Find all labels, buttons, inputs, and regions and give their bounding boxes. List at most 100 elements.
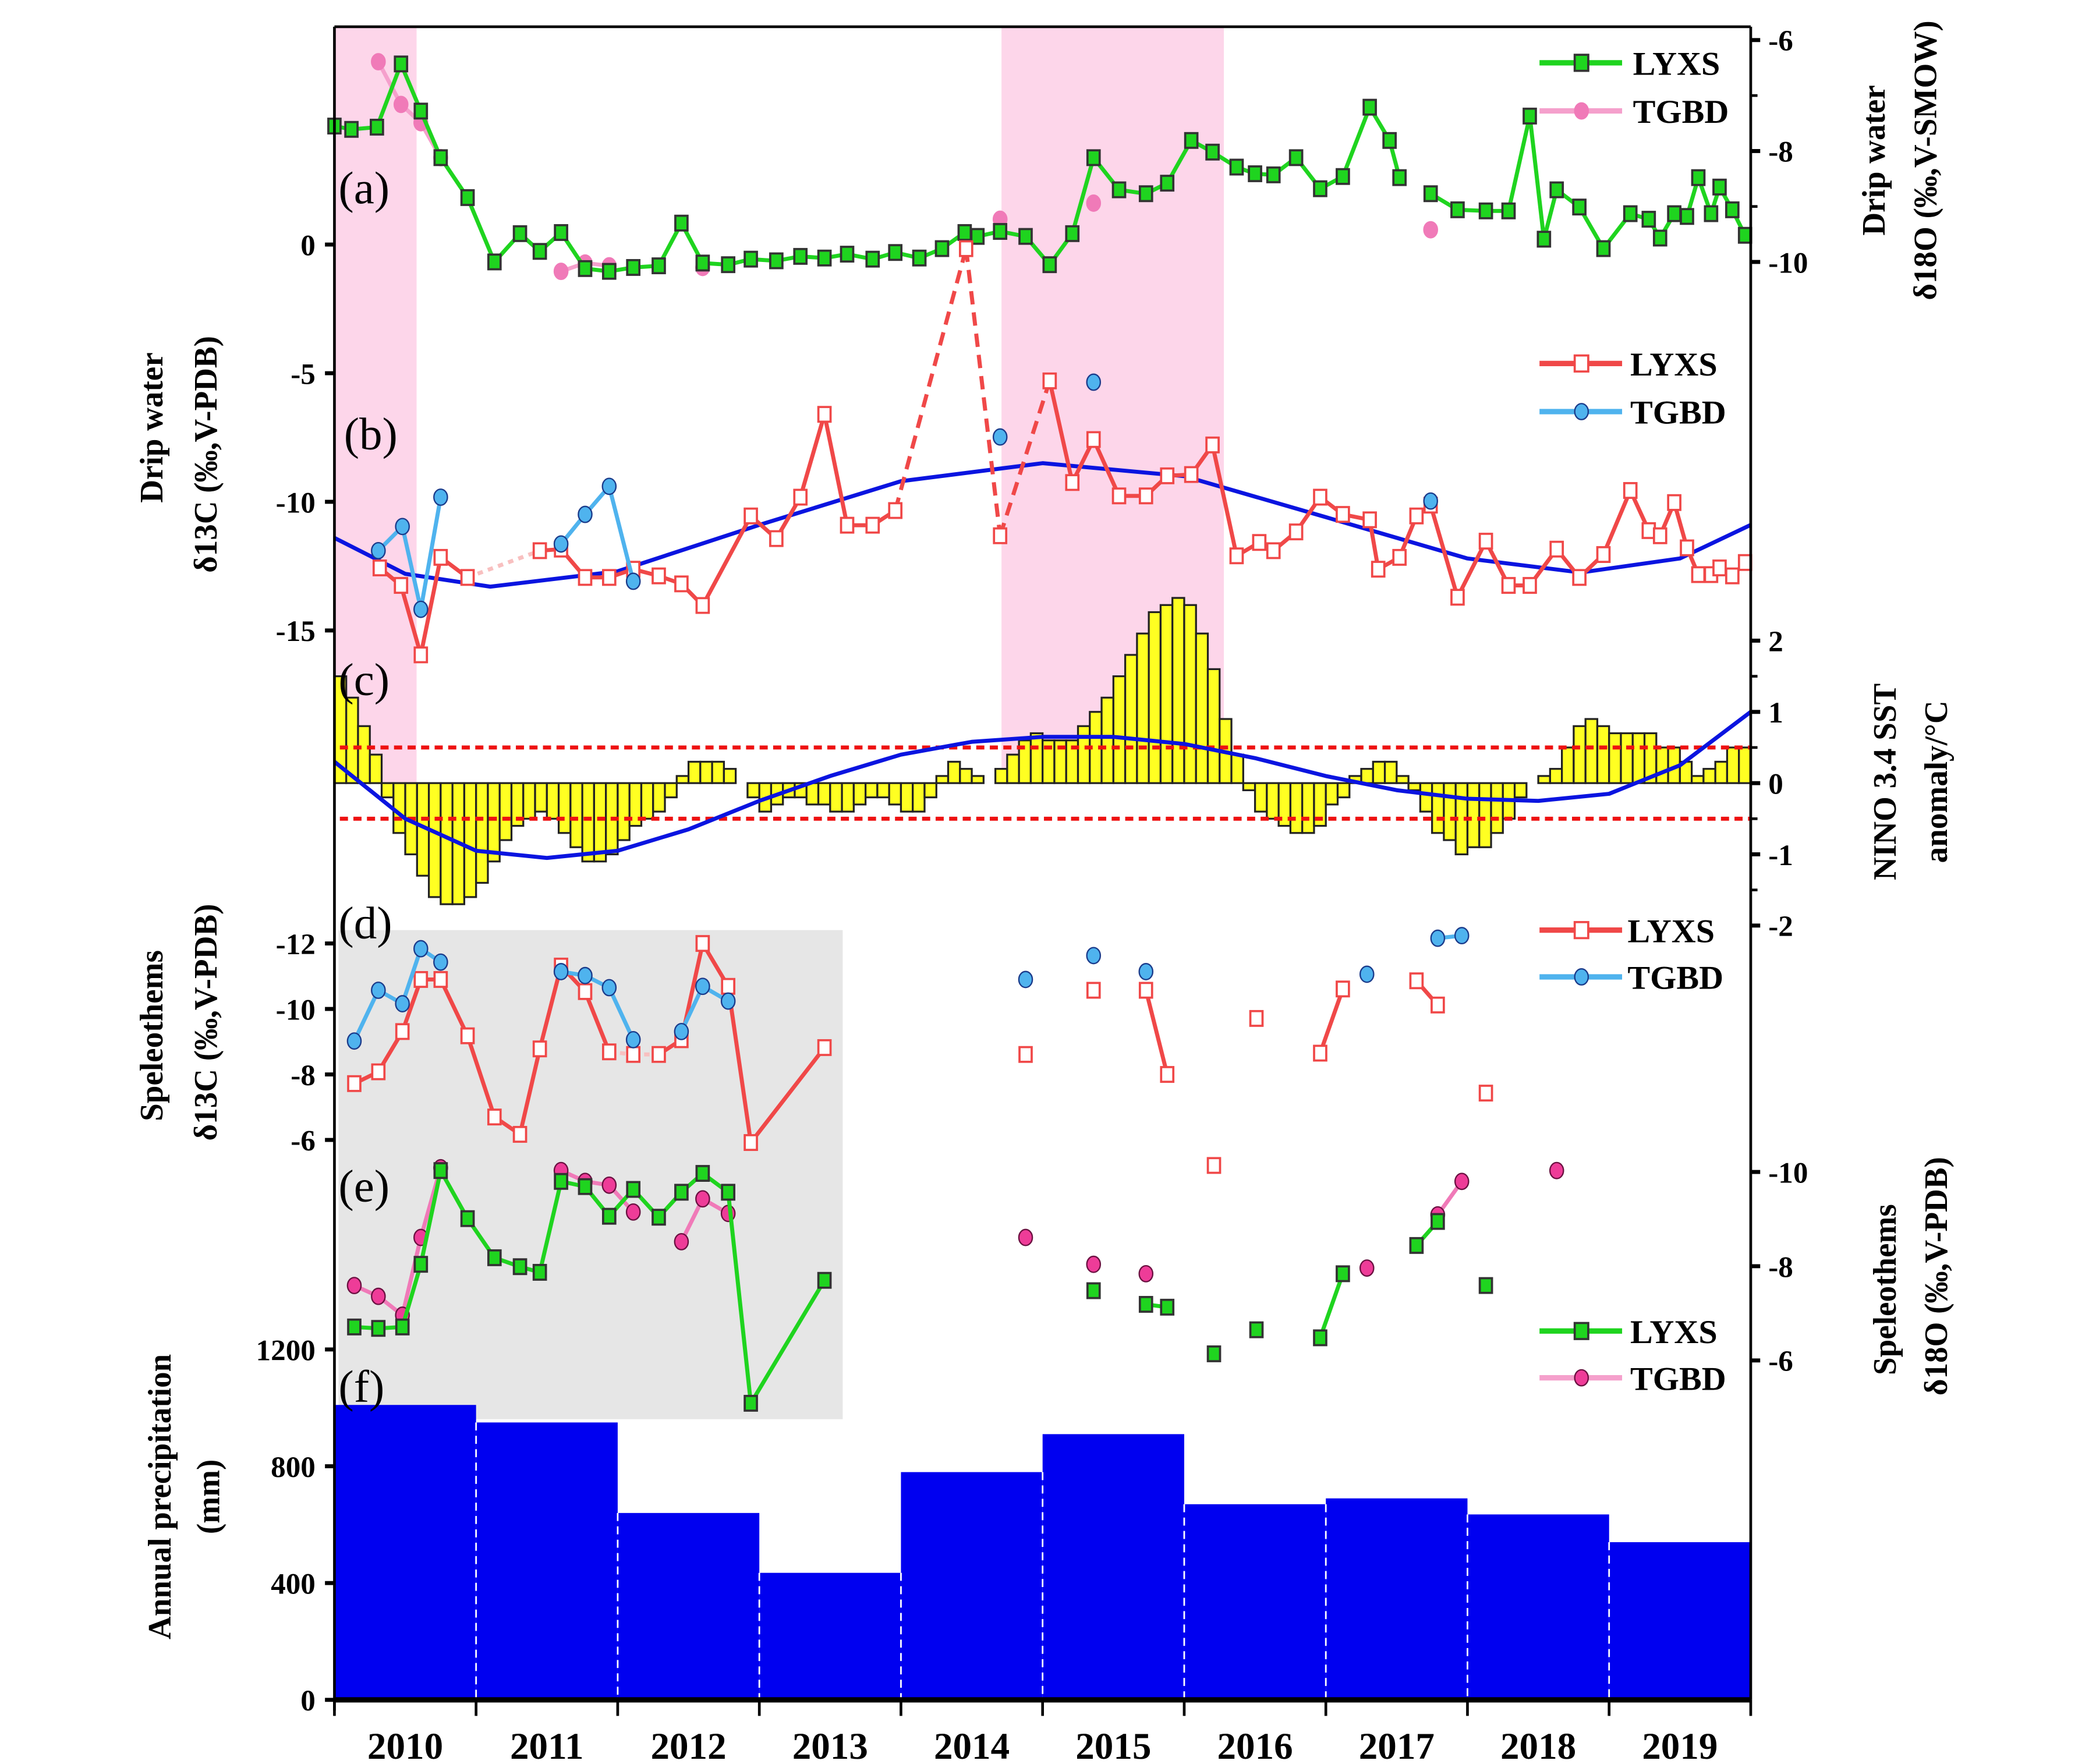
nino-bar [675, 775, 690, 784]
nino-bar [1230, 753, 1244, 784]
a-lyxs-point [1667, 205, 1681, 222]
a-lyxs-point [532, 243, 547, 260]
b-lyxs-point [1725, 567, 1740, 585]
b-lyxs-line-segment [822, 414, 849, 526]
e-lyxs-point [1249, 1321, 1264, 1338]
nino-bar [865, 782, 879, 799]
nino-bar [1655, 746, 1669, 784]
d-lyxs-point [1313, 1044, 1327, 1062]
a-lyxs-point [1229, 158, 1244, 176]
legend-e-lyxs-swatch-marker [1573, 1322, 1589, 1340]
a-lyxs-point [1641, 211, 1656, 228]
right-axis-unit-spel-d18o: δ18O (‰,V-PDB) [1918, 1157, 1954, 1395]
a-lyxs-point [578, 260, 593, 277]
b-tgbd-point [1423, 492, 1439, 510]
b-tgbd-point [625, 572, 641, 590]
x-tick-label: 2013 [792, 1725, 868, 1764]
d-lyxs-line-segment [749, 1046, 826, 1144]
d-lyxs-point [1336, 980, 1350, 998]
d-lyxs-point [695, 935, 710, 952]
a-lyxs-line-segment [1528, 115, 1546, 240]
nino-bar [1029, 732, 1044, 784]
x-tick-label: 2015 [1075, 1725, 1151, 1764]
e-lyxs-point [1336, 1265, 1350, 1283]
a-lyxs-point [370, 118, 384, 136]
nino-bar [852, 782, 867, 806]
nino-bar [522, 782, 536, 820]
precip-bar-2014 [901, 1472, 1043, 1700]
e-lyxs-point [1206, 1345, 1222, 1362]
b-tgbd-point [371, 541, 386, 559]
e-lyxs-line-segment [726, 1192, 753, 1404]
nino-bar [546, 782, 560, 820]
nino-bar [935, 775, 950, 784]
b-lyxs-point [602, 569, 617, 586]
nino-bar [711, 760, 725, 784]
a-lyxs-point [1501, 202, 1516, 219]
a-lyxs-point [413, 102, 429, 120]
nino-bar [427, 782, 442, 898]
a-lyxs-line-segment [1341, 106, 1372, 178]
b-lyxs-point [532, 542, 547, 559]
a-lyxs-line-segment [465, 197, 497, 263]
e-lyxs-point [674, 1184, 689, 1201]
b-lyxs-point [394, 577, 409, 594]
e-lyxs-line-segment [400, 1263, 423, 1328]
b-lyxs-point [1392, 548, 1407, 566]
d-lyxs-point [578, 983, 593, 1000]
a-lyxs-point [888, 244, 903, 261]
nino-bar [1549, 768, 1563, 784]
b-lyxs-point [460, 569, 475, 586]
d-lyxs-point [487, 1108, 502, 1126]
a-lyxs-point [743, 250, 758, 268]
left-drip-d13c-tick-label: -5 [291, 358, 316, 391]
nino-bar [1383, 760, 1398, 784]
b-lyxs-point [1229, 547, 1244, 565]
left-spel-d13c-tick-label: -6 [291, 1125, 316, 1157]
a-lyxs-point [1423, 185, 1438, 203]
d-lyxs-point [652, 1046, 666, 1063]
a-lyxs-point [957, 224, 972, 241]
right-axis-label-nino: NINO 3.4 SST [1867, 683, 1902, 880]
legend-d-lyxs-swatch-marker [1573, 921, 1589, 940]
nino-bar [817, 782, 831, 806]
b-tgbd-point [413, 600, 429, 618]
legend-e-lyxs: LYXS [1630, 1314, 1718, 1351]
precip-bar-2018 [1467, 1514, 1609, 1700]
precip-bar-2013 [759, 1572, 901, 1700]
a-lyxs-point [344, 121, 359, 138]
nino-bar [1584, 718, 1599, 784]
nino-bar [1325, 782, 1339, 806]
b-lyxs-point [993, 527, 1008, 544]
a-tgbd-point [393, 95, 409, 114]
b-lyxs-point [817, 406, 832, 423]
b-lyxs-point [769, 530, 784, 547]
d-lyxs-point [1431, 996, 1445, 1014]
d-tgbd-point [720, 992, 736, 1010]
left-axis-label-spel-d13c: Speleothems [134, 950, 169, 1121]
legend-e-tgbd-swatch-marker [1574, 1369, 1589, 1387]
b-lyxs-point [652, 567, 666, 585]
nino-bar [1620, 732, 1634, 784]
right-spel-d18o-tick-label: -10 [1768, 1157, 1808, 1189]
d-lyxs-point [743, 1134, 758, 1151]
e-lyxs-point [652, 1209, 666, 1226]
a-lyxs-point [1680, 208, 1694, 225]
left-axis-unit-drip-d13c: δ13C (‰,V-PDB) [188, 336, 224, 573]
d-lyxs-point [460, 1027, 475, 1044]
legend-e-tgbd: TGBD [1630, 1361, 1726, 1398]
nino-bar [923, 782, 937, 799]
nino-bar [463, 782, 477, 898]
precip-bar-2010 [334, 1405, 476, 1700]
b-lyxs-point [695, 597, 710, 614]
nino-bar [829, 782, 843, 813]
b-lyxs-point [1138, 487, 1153, 505]
nino-bar [1159, 604, 1174, 784]
d-lyxs-point [347, 1075, 362, 1092]
b-lyxs-point [1572, 569, 1587, 586]
nino-bar [1077, 725, 1091, 784]
panel-label-d: (d) [338, 898, 392, 948]
d-tgbd-point [1430, 929, 1446, 947]
a-lyxs-point [769, 252, 784, 270]
right-spel-d18o-tick-label: -6 [1768, 1345, 1793, 1377]
